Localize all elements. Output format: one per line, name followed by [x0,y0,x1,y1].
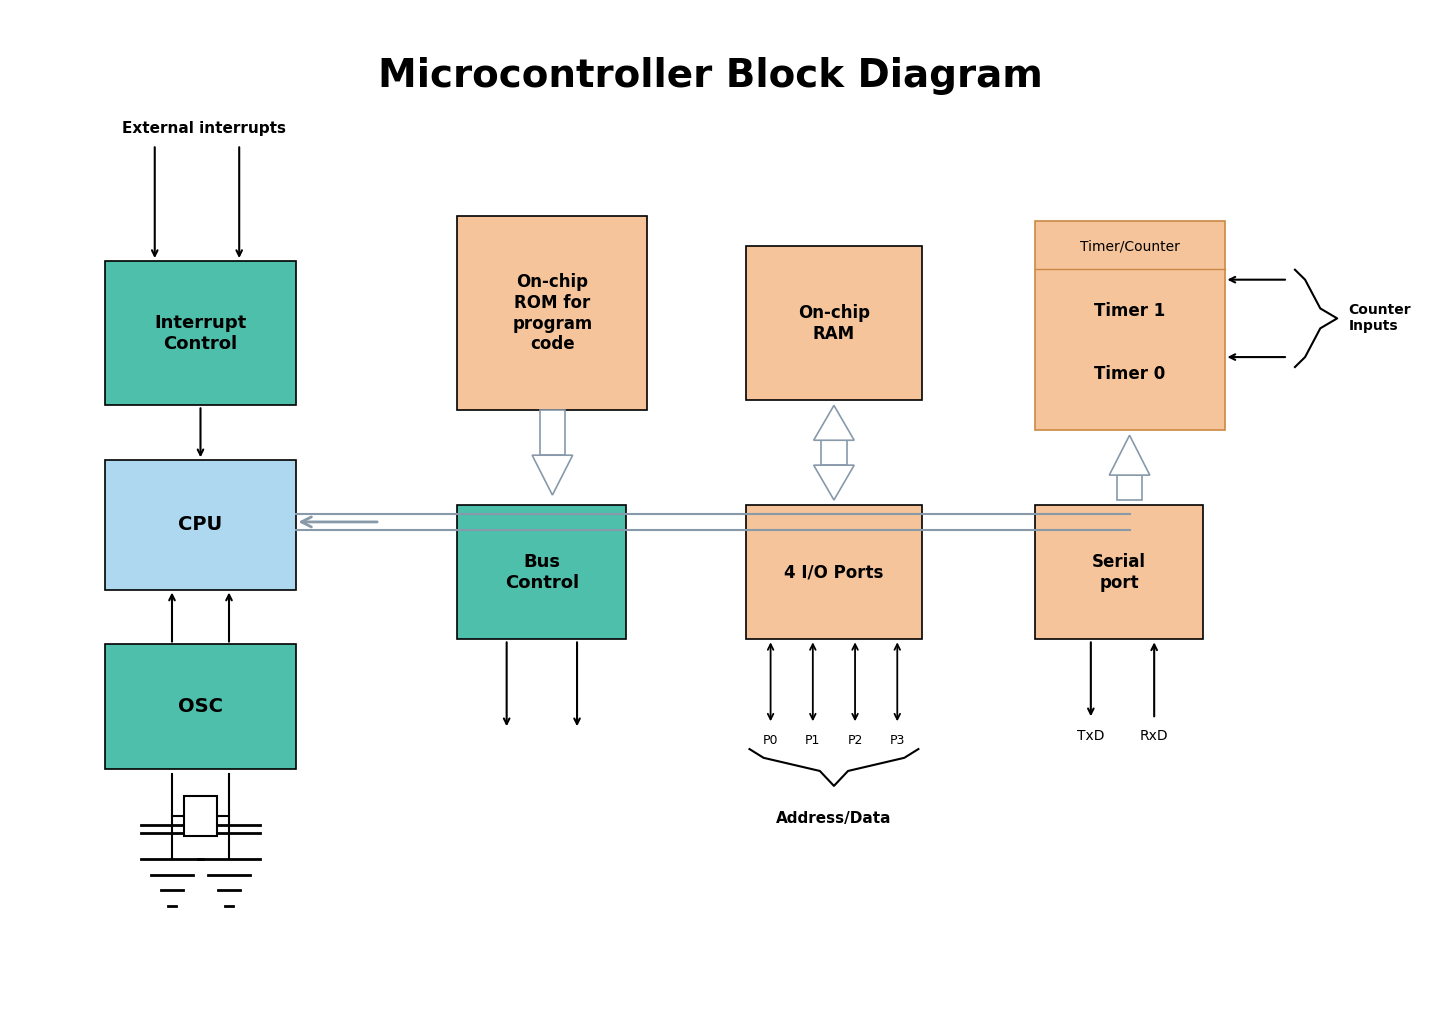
Text: Bus
Control: Bus Control [505,552,579,592]
Polygon shape [1117,475,1143,500]
Polygon shape [540,410,566,456]
Text: Interrupt
Control: Interrupt Control [155,314,246,352]
FancyBboxPatch shape [106,644,295,769]
Text: Timer 1: Timer 1 [1094,302,1166,320]
Text: Counter
Inputs: Counter Inputs [1349,303,1411,333]
FancyBboxPatch shape [183,796,218,836]
FancyBboxPatch shape [106,261,295,405]
Text: P3: P3 [889,734,905,747]
Text: P0: P0 [763,734,779,747]
Text: Microcontroller Block Diagram: Microcontroller Block Diagram [378,57,1042,95]
FancyBboxPatch shape [746,246,922,400]
Text: Address/Data: Address/Data [776,811,892,826]
Polygon shape [533,456,573,495]
Text: On-chip
RAM: On-chip RAM [798,304,869,342]
Text: External interrupts: External interrupts [122,121,286,136]
Text: Timer/Counter: Timer/Counter [1080,239,1180,254]
Text: Serial
port: Serial port [1093,552,1146,592]
Text: TxD: TxD [1077,729,1104,743]
FancyBboxPatch shape [1034,221,1224,430]
Polygon shape [813,405,855,440]
FancyBboxPatch shape [457,216,647,410]
Text: On-chip
ROM for
program
code: On-chip ROM for program code [513,273,593,354]
Text: Timer 0: Timer 0 [1094,365,1166,383]
Text: CPU: CPU [179,515,222,534]
Polygon shape [813,466,855,500]
Text: OSC: OSC [178,697,223,716]
FancyBboxPatch shape [1034,505,1203,639]
Text: 4 I/O Ports: 4 I/O Ports [785,564,884,581]
Text: RxD: RxD [1140,729,1169,743]
Polygon shape [822,440,846,466]
Text: P2: P2 [848,734,862,747]
FancyBboxPatch shape [457,505,626,639]
FancyBboxPatch shape [106,461,295,590]
Polygon shape [1110,435,1150,475]
FancyBboxPatch shape [746,505,922,639]
Text: P1: P1 [805,734,821,747]
